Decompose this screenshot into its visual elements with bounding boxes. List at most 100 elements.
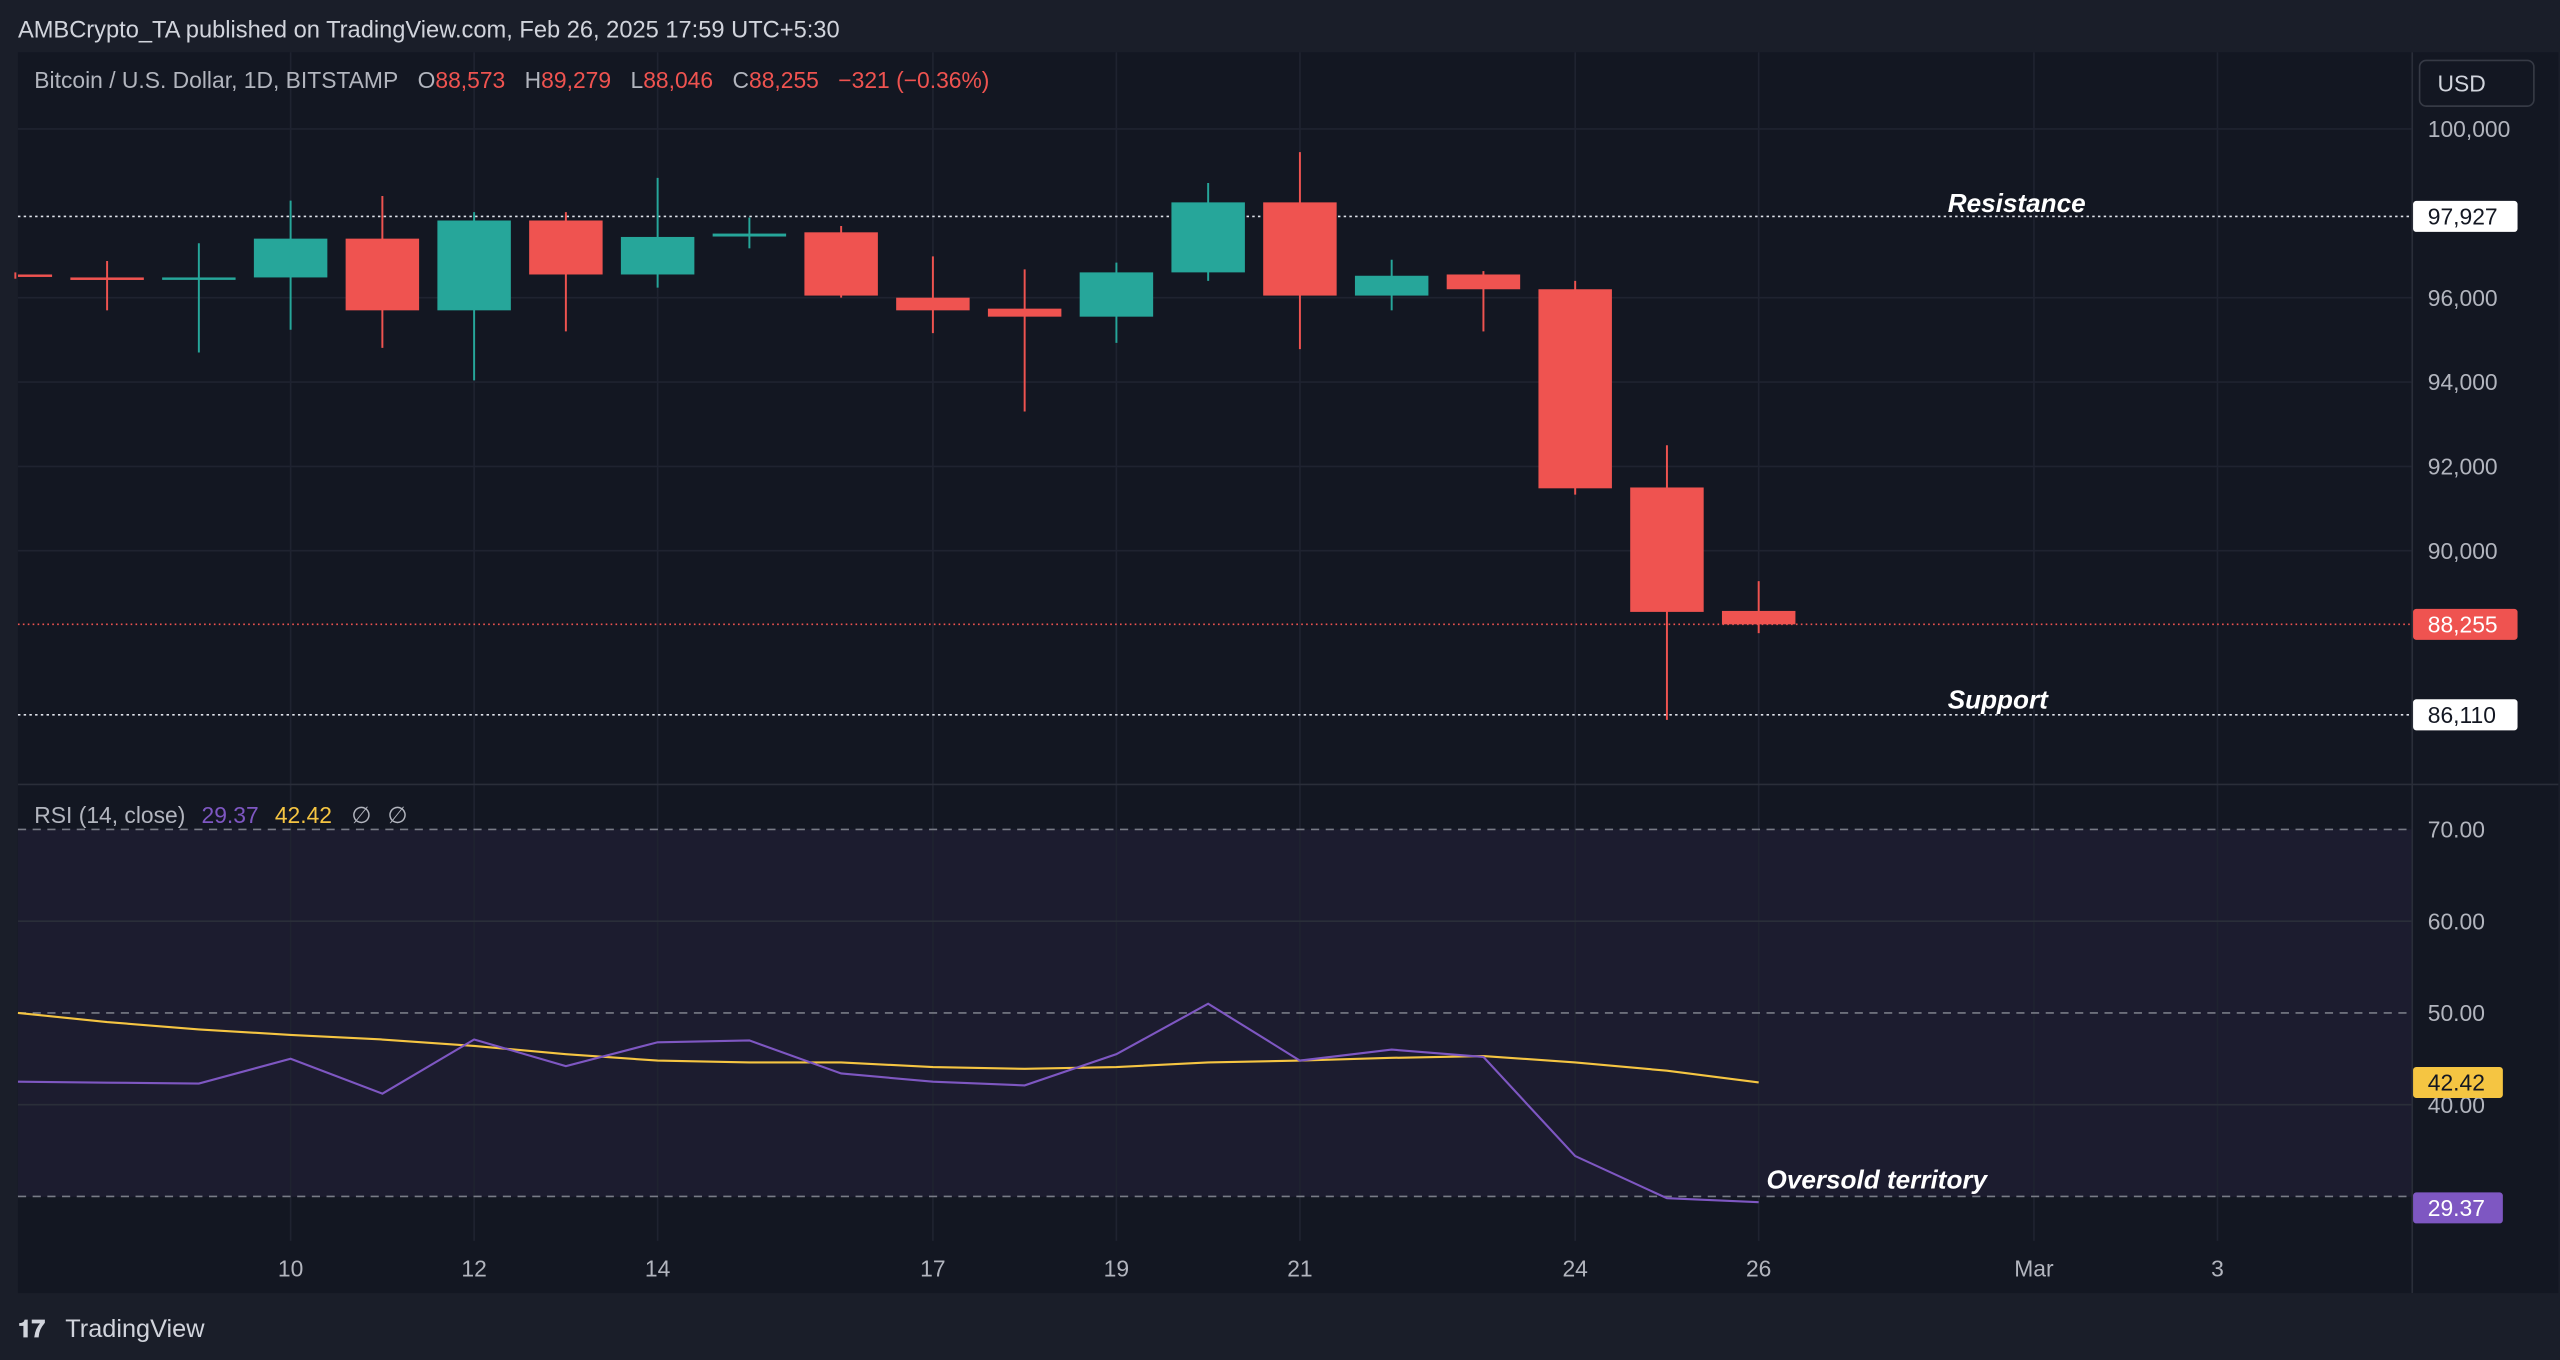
footer-brand: TradingView (65, 1315, 205, 1343)
candle-feb-21 (1263, 152, 1337, 350)
candle-feb-10 (253, 200, 328, 330)
candle-feb-9 (162, 243, 236, 353)
rsi-lines (17, 1002, 1759, 1204)
change-value: −321 (−0.36%) (838, 67, 989, 93)
rsi-label-tag: 29.37 (2428, 1195, 2485, 1221)
candle-feb-12 (437, 212, 511, 381)
candle-feb-22 (1354, 259, 1429, 311)
candle-feb-14 (620, 177, 695, 288)
close-value: 88,255 (749, 67, 819, 93)
candle-feb-24 (1538, 280, 1612, 495)
last-price-tag (2413, 608, 2518, 640)
tradingview-logo[interactable]: 𝟏𝟕 TradingView (18, 1315, 205, 1343)
empty-set-icon: ∅ (388, 802, 408, 828)
candle-feb-19 (1079, 262, 1154, 343)
x-tick-label: 10 (278, 1256, 303, 1282)
oversold-annotation: Oversold territory (1767, 1165, 1989, 1195)
symbol-legend[interactable]: Bitcoin / U.S. Dollar, 1D, BITSTAMP O88,… (34, 67, 989, 93)
candle-feb-17 (896, 256, 970, 334)
price-tick-label: 96,000 (2428, 285, 2498, 311)
last-price-label: 88,255 (2428, 612, 2498, 638)
open-label: O (418, 67, 436, 93)
x-tick-label: 24 (1562, 1256, 1588, 1282)
candle-body (896, 297, 970, 311)
candle-body (345, 238, 420, 311)
candle-body (1630, 487, 1704, 612)
publisher-line: AMBCrypto_TA published on TradingView.co… (18, 18, 840, 44)
tv-logo-icon: 𝟏𝟕 (18, 1316, 46, 1343)
candle-feb-13 (529, 212, 603, 332)
candle-body (1263, 202, 1337, 296)
candle-feb-23 (1446, 271, 1521, 332)
open-value: 88,573 (435, 67, 505, 93)
low-label: L (630, 67, 643, 93)
x-tick-label: 26 (1746, 1256, 1771, 1282)
candle-body (1538, 289, 1612, 489)
rsi-line (17, 1002, 1759, 1204)
x-tick-label: 14 (645, 1256, 671, 1282)
candle-body (17, 274, 53, 277)
candle-feb-25 (1630, 445, 1704, 720)
candle-feb-11 (345, 196, 420, 348)
resistance-price-label: 97,927 (2428, 204, 2498, 230)
symbol-name: Bitcoin / U.S. Dollar, 1D, BITSTAMP (34, 67, 398, 93)
candle-body (712, 233, 787, 237)
price-tags: 97,927 88,255 86,110 42.42 29.37 (2413, 200, 2518, 1224)
candle-body (70, 277, 144, 280)
rsi-tick-label: 50.00 (2428, 1000, 2485, 1026)
x-tick-label: 12 (461, 1256, 486, 1282)
currency-button[interactable]: USD (2418, 59, 2535, 107)
x-tick-label: 19 (1104, 1256, 1129, 1282)
x-tick-label: 3 (2211, 1256, 2224, 1282)
price-tick-label: 92,000 (2428, 454, 2498, 480)
candle-body (529, 220, 603, 275)
rsi-ma-label: 42.42 (2428, 1070, 2485, 1096)
price-tick-label: 90,000 (2428, 538, 2498, 564)
high-label: H (525, 67, 542, 93)
close-label: C (732, 67, 749, 93)
candle-feb-7 (14, 272, 53, 279)
currency-label: USD (2438, 70, 2486, 96)
rsi-label: RSI (14, close) (34, 802, 185, 828)
x-tick-label: 21 (1287, 1256, 1312, 1282)
candle-feb-16 (804, 225, 878, 298)
candle-body (1079, 272, 1154, 317)
rsi-ma-legend-value: 42.42 (275, 802, 332, 828)
candle-body (1446, 274, 1521, 290)
candle-body (437, 220, 511, 311)
x-tick-label: Mar (2014, 1256, 2054, 1282)
candle-body (1721, 610, 1796, 625)
candle-body (620, 236, 695, 275)
candle-feb-8 (70, 260, 144, 311)
candle-feb-26 (1721, 581, 1796, 634)
support-price-label: 86,110 (2428, 702, 2496, 728)
low-value: 88,046 (643, 67, 713, 93)
resistance-annotation: Resistance (1948, 188, 2086, 218)
candle-body (1171, 202, 1245, 273)
high-value: 89,279 (541, 67, 611, 93)
candle-body (162, 277, 236, 280)
candles (14, 152, 1796, 720)
svg-text:RSI (14, close) 29.37: RSI (14, close) 29.37 42.42 ∅ ∅ (34, 802, 407, 828)
candle-feb-18 (987, 269, 1062, 412)
svg-text:Bitcoin / U.S. Dollar, 1D, BIT: Bitcoin / U.S. Dollar, 1D, BITSTAMP O88,… (34, 67, 989, 93)
support-price-tag (2413, 699, 2518, 731)
axes: 10 12 14 17 19 21 24 26 Mar 3 100,000 96,000 94,000 9… (278, 116, 2510, 1282)
empty-set-icon: ∅ (351, 802, 371, 828)
x-tick-label: 17 (920, 1256, 945, 1282)
rsi-tick-label: 70.00 (2428, 817, 2485, 843)
candle-body (253, 238, 328, 278)
candle-feb-15 (712, 217, 787, 249)
candle-feb-20 (1171, 182, 1245, 281)
price-tick-label: 94,000 (2428, 369, 2498, 395)
rsi-legend[interactable]: RSI (14, close) 29.37 42.42 ∅ ∅ (34, 802, 407, 828)
rsi-legend-value: 29.37 (202, 802, 259, 828)
rsi-tag (2413, 1192, 2503, 1224)
candle-body (804, 232, 878, 296)
candle-body (987, 308, 1062, 317)
price-tick-label: 100,000 (2428, 116, 2511, 142)
support-annotation: Support (1948, 685, 2049, 715)
candle-body (1354, 275, 1429, 296)
resistance-price-tag (2413, 200, 2518, 232)
